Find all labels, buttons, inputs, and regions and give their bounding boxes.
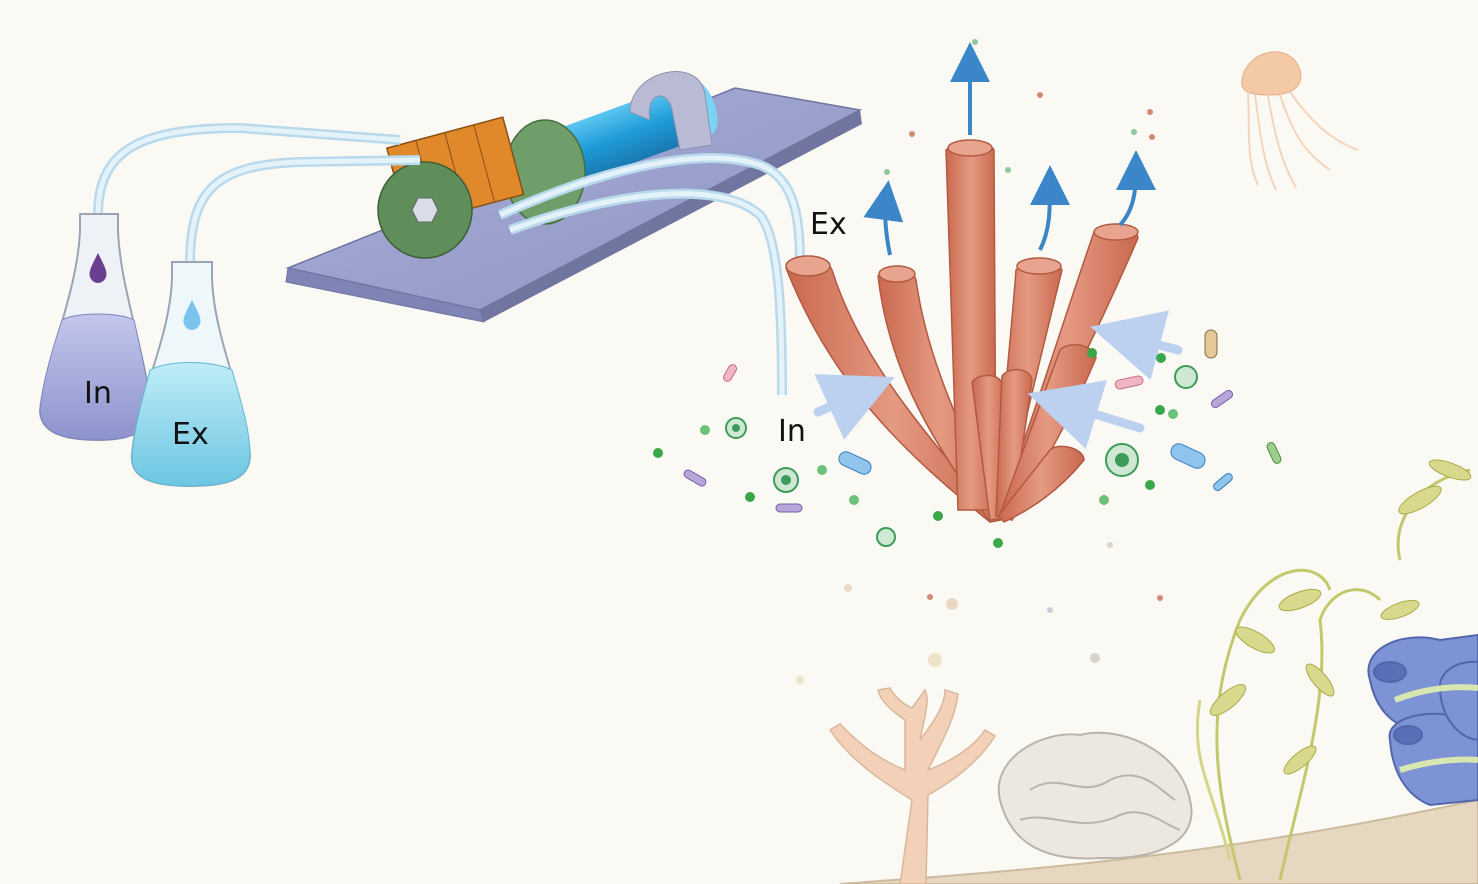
flask-in-icon: In: [38, 213, 152, 442]
bacteria-icon: [1170, 443, 1206, 469]
coral-icon: [828, 687, 997, 884]
tubing: [93, 122, 805, 396]
inflow-arrows: [813, 310, 1183, 449]
bacteria-icon: [838, 451, 872, 475]
bacteria-icon: [1204, 329, 1218, 359]
outflow-arrows: [863, 42, 1156, 256]
tube-ex-label: Ex: [810, 207, 847, 242]
kelp-leaves: [1209, 459, 1472, 775]
flask-ex-label: Ex: [172, 417, 209, 452]
microbes: [653, 329, 1282, 548]
bacteria-icon: [1213, 473, 1233, 491]
kelp-icon: [1195, 468, 1471, 881]
diatom-icon: [876, 527, 896, 547]
coral-icon: [997, 731, 1193, 860]
diatom-icon: [1174, 365, 1198, 389]
bacteria-icon: [723, 364, 737, 382]
drop-icon: [89, 253, 107, 283]
diatom-icon: [1105, 443, 1139, 477]
bacteria-icon: [1210, 389, 1234, 409]
flask-ex-icon: Ex: [130, 261, 252, 488]
tube-in-label: In: [778, 414, 806, 449]
drop-icon: [183, 300, 201, 330]
bacteria-icon: [775, 503, 803, 513]
tunicate-icon: [1367, 633, 1478, 807]
sponge-icon: [785, 139, 1139, 523]
bacteria-icon: [1266, 442, 1282, 464]
tunicate-band: [1393, 684, 1478, 703]
diatom-icon: [773, 467, 799, 493]
jellyfish-icon: [1241, 51, 1359, 191]
bacteria-icon: [683, 469, 707, 487]
flask-in-label: In: [84, 376, 112, 411]
diatom-icon: [725, 417, 747, 439]
particles: [796, 39, 1163, 684]
tunicate-band: [1399, 756, 1478, 773]
bacteria-icon: [1114, 375, 1144, 390]
